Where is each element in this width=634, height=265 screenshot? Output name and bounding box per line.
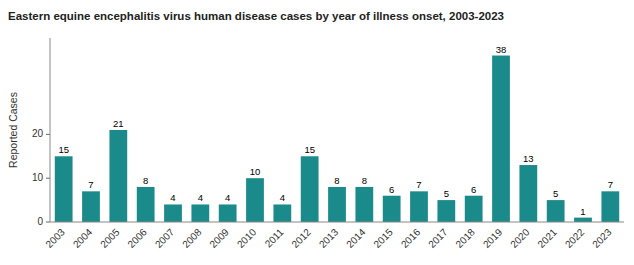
data-label: 1 (580, 206, 585, 217)
data-label: 8 (143, 175, 148, 186)
x-tick-label: 2014 (344, 226, 368, 250)
x-tick-label: 2023 (590, 226, 614, 250)
bar (55, 156, 73, 222)
chart: Eastern equine encephalitis virus human … (0, 0, 634, 265)
data-label: 4 (198, 192, 203, 203)
bar (273, 204, 291, 222)
data-label: 8 (334, 175, 339, 186)
bar (328, 187, 346, 222)
x-tick-label: 2012 (289, 226, 313, 250)
data-label: 38 (496, 44, 507, 55)
x-tick-label: 2010 (235, 226, 259, 250)
y-tick (46, 222, 50, 223)
bar (164, 204, 182, 222)
bar (301, 156, 319, 222)
data-label: 15 (58, 144, 69, 155)
bar (219, 204, 237, 222)
x-tick-label: 2019 (481, 226, 505, 250)
x-tick-label: 2005 (98, 226, 122, 250)
bar (547, 200, 565, 222)
data-label: 10 (250, 166, 261, 177)
bar (601, 191, 619, 222)
x-tick-label: 2009 (207, 226, 231, 250)
y-tick (46, 134, 50, 135)
bar (137, 187, 155, 222)
bar (437, 200, 455, 222)
x-tick-label: 2013 (317, 226, 341, 250)
data-label: 5 (553, 188, 558, 199)
bars (55, 56, 619, 222)
x-tick-label: 2021 (535, 226, 559, 250)
x-axis-line (50, 222, 624, 223)
data-label: 4 (170, 192, 175, 203)
x-tick-label: 2017 (426, 226, 450, 250)
bar (246, 178, 264, 222)
x-tick-label: 2003 (43, 226, 67, 250)
y-axis-label: Reported Cases (7, 92, 19, 168)
bar (574, 218, 592, 222)
data-label: 8 (362, 175, 367, 186)
bar (410, 191, 428, 222)
y-tick-label: 10 (32, 172, 44, 183)
y-axis-line (50, 38, 51, 222)
y-tick (46, 178, 50, 179)
x-tick-label: 2007 (153, 226, 177, 250)
x-tick-label: 2006 (125, 226, 149, 250)
x-tick-label: 2016 (399, 226, 423, 250)
data-label: 6 (471, 184, 476, 195)
y-tick-label: 20 (32, 128, 44, 139)
title: Eastern equine encephalitis virus human … (8, 10, 504, 22)
data-label: 21 (113, 118, 124, 129)
bar (492, 56, 510, 222)
bar (355, 187, 373, 222)
x-tick-label: 2008 (180, 226, 204, 250)
chart-container: Eastern equine encephalitis virus human … (0, 0, 634, 265)
data-label: 5 (444, 188, 449, 199)
bar (109, 130, 127, 222)
data-label: 7 (608, 179, 613, 190)
bar (465, 196, 483, 222)
data-label: 7 (416, 179, 421, 190)
data-label: 7 (88, 179, 93, 190)
x-tick-label: 2004 (71, 226, 95, 250)
bar (82, 191, 100, 222)
data-label: 4 (280, 192, 285, 203)
x-tick-label: 2011 (263, 226, 286, 249)
x-tick-label: 2022 (563, 226, 587, 250)
x-tick-label: 2018 (453, 226, 477, 250)
x-tick-label: 2020 (508, 226, 532, 250)
data-label: 15 (304, 144, 315, 155)
data-label: 13 (523, 153, 534, 164)
data-label: 4 (225, 192, 230, 203)
bar (519, 165, 537, 222)
data-label: 6 (389, 184, 394, 195)
bar (383, 196, 401, 222)
x-tick-label: 2015 (371, 226, 395, 250)
bar (191, 204, 209, 222)
y-tick-label: 0 (37, 216, 43, 227)
